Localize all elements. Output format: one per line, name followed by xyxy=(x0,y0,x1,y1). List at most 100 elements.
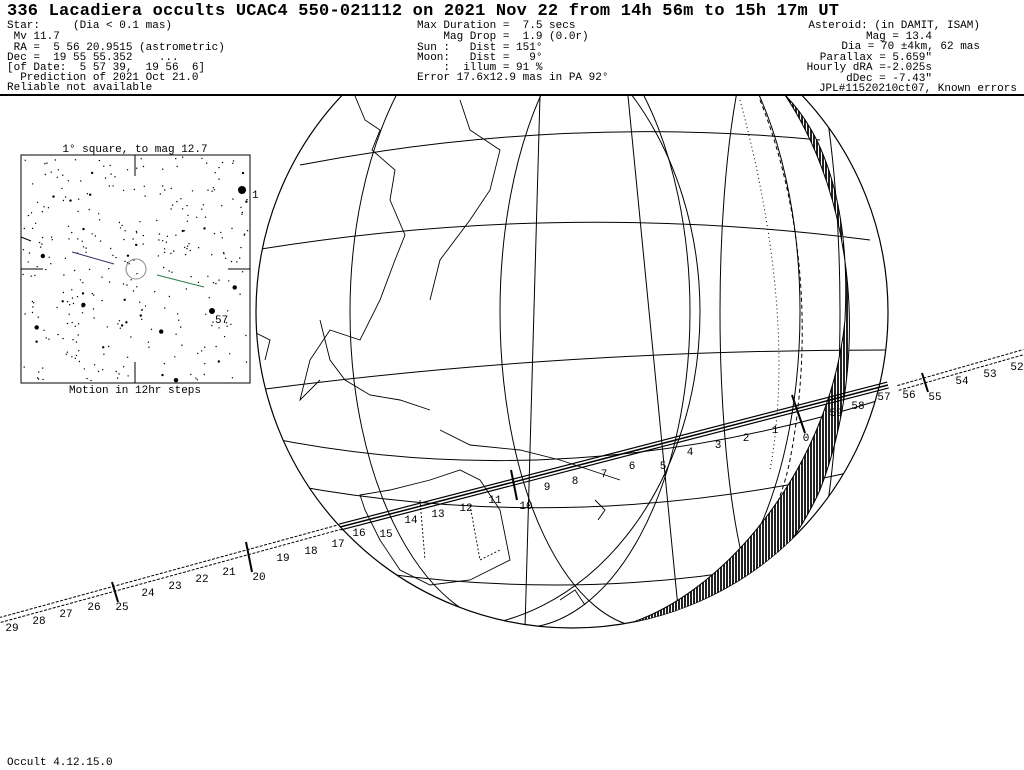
star xyxy=(57,169,60,171)
star xyxy=(218,166,220,169)
star xyxy=(40,253,45,259)
star xyxy=(62,337,64,340)
star xyxy=(221,205,223,207)
star xyxy=(228,280,230,282)
star xyxy=(163,248,166,250)
star xyxy=(162,185,164,187)
star xyxy=(98,159,101,162)
star xyxy=(23,366,25,368)
star xyxy=(241,213,243,215)
minute-label: 53 xyxy=(983,369,996,381)
star xyxy=(241,211,244,214)
bright-star xyxy=(238,186,246,194)
star xyxy=(132,290,135,292)
star xyxy=(168,295,171,298)
star xyxy=(175,333,177,335)
minute-label: 5 xyxy=(660,461,667,473)
event-line: Max Duration = 7.5 secs xyxy=(417,20,576,32)
star xyxy=(166,235,169,237)
star xyxy=(108,281,111,283)
star xyxy=(168,270,170,272)
target-star-circle xyxy=(125,258,147,280)
star xyxy=(182,156,184,158)
star xyxy=(126,356,129,358)
star xyxy=(108,268,110,270)
star xyxy=(86,377,88,380)
time-marker xyxy=(921,372,929,393)
star xyxy=(81,240,83,242)
star xyxy=(150,328,153,330)
star xyxy=(72,339,74,341)
star xyxy=(24,313,26,315)
star xyxy=(158,233,161,235)
star xyxy=(85,251,87,253)
star xyxy=(74,325,77,327)
star xyxy=(77,238,79,240)
star xyxy=(223,253,225,255)
star xyxy=(140,158,142,160)
star xyxy=(42,367,44,369)
star xyxy=(185,288,187,290)
star xyxy=(117,323,119,325)
star xyxy=(89,193,92,196)
minute-label: 8 xyxy=(572,476,579,488)
inset-stars xyxy=(22,156,249,383)
star xyxy=(78,198,80,200)
star xyxy=(136,273,138,275)
star xyxy=(203,227,206,230)
star xyxy=(211,254,213,256)
star xyxy=(126,254,130,257)
star xyxy=(176,313,179,315)
star xyxy=(125,321,128,324)
star xyxy=(61,187,63,190)
star xyxy=(81,302,86,308)
minute-label: 3 xyxy=(715,440,722,452)
star xyxy=(197,247,200,249)
star xyxy=(240,246,242,249)
star xyxy=(186,220,188,222)
star xyxy=(180,326,182,328)
inset-caption: Motion in 12hr steps xyxy=(69,385,201,397)
star xyxy=(159,193,161,195)
star xyxy=(136,232,138,234)
star xyxy=(78,360,81,363)
star xyxy=(205,313,207,315)
star xyxy=(44,163,46,165)
star xyxy=(203,373,205,376)
star xyxy=(170,187,172,190)
star-line: Mv 11.7 xyxy=(7,31,60,43)
star xyxy=(221,161,224,164)
star xyxy=(122,189,125,192)
star xyxy=(31,311,34,314)
minute-label: 57 xyxy=(877,392,890,404)
star xyxy=(110,173,112,175)
star xyxy=(136,286,138,288)
star xyxy=(226,325,228,327)
star xyxy=(201,350,203,352)
dotted-limit xyxy=(739,99,780,471)
software-version: Occult 4.12.15.0 xyxy=(7,757,113,769)
star xyxy=(190,373,192,376)
star xyxy=(127,375,129,377)
star xyxy=(66,351,69,353)
star xyxy=(75,341,78,343)
minute-label: 52 xyxy=(1010,362,1023,374)
minute-label: 9 xyxy=(544,482,551,494)
star xyxy=(32,306,34,308)
minute-label: 20 xyxy=(252,572,265,584)
star xyxy=(72,302,75,305)
star xyxy=(38,241,41,244)
star xyxy=(231,377,234,379)
star xyxy=(97,370,100,373)
star xyxy=(77,210,79,213)
star xyxy=(106,326,109,328)
minute-label: 12 xyxy=(459,503,472,515)
star xyxy=(36,201,39,203)
star xyxy=(77,334,79,336)
star xyxy=(74,159,77,161)
star xyxy=(221,237,223,239)
star xyxy=(119,227,122,229)
star xyxy=(110,247,112,250)
star xyxy=(133,188,135,191)
star xyxy=(32,302,35,304)
